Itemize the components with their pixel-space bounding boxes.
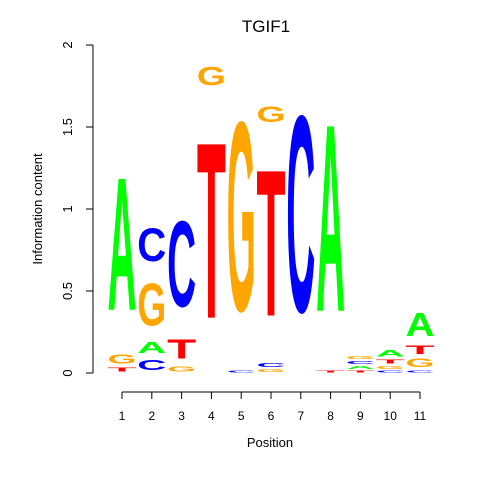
logo-letter-a: A <box>316 69 345 368</box>
logo-letter-g: G <box>257 103 286 127</box>
logo-letter-g: G <box>227 65 256 368</box>
logo-letter-a: A <box>376 349 405 359</box>
logo-letter-glyph: G <box>257 368 286 373</box>
logo-letter-glyph: G <box>227 65 256 368</box>
logo-letter-glyph: C <box>346 360 375 365</box>
logo-letter-glyph: C <box>137 220 166 272</box>
x-axis-label: Position <box>247 435 293 450</box>
logo-letter-glyph: G <box>108 352 137 367</box>
y-tick-label: 2 <box>60 41 75 48</box>
logo-letter-c: C <box>406 370 435 373</box>
logo-letter-c: C <box>257 362 286 369</box>
logo-letter-glyph: T <box>346 370 376 373</box>
chart-title: TGIF1 <box>242 17 290 36</box>
logo-letter-c: C <box>137 357 166 373</box>
y-tick-label: 0 <box>60 369 75 376</box>
x-tick-label: 11 <box>414 409 427 423</box>
logo-letter-glyph: A <box>108 138 137 351</box>
x-tick-label: 9 <box>357 409 364 423</box>
x-tick-label: 10 <box>384 409 398 423</box>
logo-letter-glyph: G <box>137 271 166 338</box>
x-tick-label: 2 <box>148 409 155 423</box>
logo-letter-glyph: T <box>108 367 137 374</box>
logo-letter-g: G <box>167 365 196 373</box>
logo-letter-glyph: T <box>406 344 435 357</box>
logo-letter-g: G <box>108 352 137 367</box>
x-tick-label: 1 <box>119 409 126 423</box>
logo-letter-c: C <box>227 370 256 373</box>
y-axis-ticks: 0 0.5 1 1.5 2 <box>60 41 93 376</box>
logo-letter-glyph: G <box>406 357 435 370</box>
logo-letter-c: C <box>167 196 196 333</box>
logo-letter-a: A <box>346 365 375 370</box>
logo-letter-t: T <box>406 344 435 357</box>
logo-letter-t: T <box>376 358 405 365</box>
logo-letter-t: T <box>167 334 196 365</box>
x-axis-ticks: 1 2 3 4 5 6 7 8 9 10 11 <box>119 392 427 423</box>
x-axis: 1 2 3 4 5 6 7 8 9 10 11 <box>119 392 427 423</box>
logo-letter-c: C <box>346 360 375 365</box>
logo-letter-t: T <box>197 91 226 372</box>
y-axis-label: Information content <box>30 153 45 265</box>
logo-letter-glyph: T <box>197 91 226 372</box>
logo-letter-a: A <box>108 138 137 351</box>
logo-letter-g: G <box>137 271 166 338</box>
x-tick-label: 6 <box>268 409 275 423</box>
logo-letter-glyph: T <box>257 128 286 361</box>
logo-letter-glyph: C <box>286 56 315 371</box>
logo-letter-g: G <box>346 355 375 360</box>
logo-letter-a: A <box>137 339 166 357</box>
logo-letter-c: C <box>286 56 315 371</box>
logo-letter-t: T <box>108 367 137 374</box>
logo-letter-glyph: G <box>257 103 286 127</box>
logo-letter-glyph: G <box>346 355 375 360</box>
logo-letter-glyph: C <box>227 370 256 373</box>
logo-letter-glyph: C <box>257 362 286 369</box>
logo-letter-glyph: T <box>376 358 405 365</box>
logo-letter-glyph: G <box>376 365 405 370</box>
x-tick-label: 4 <box>208 409 215 423</box>
logo-letter-t: T <box>257 128 286 361</box>
logo-letter-glyph: A <box>346 365 375 370</box>
logo-letter-glyph: C <box>167 196 196 333</box>
y-tick-label: 1.5 <box>60 118 75 136</box>
x-tick-label: 5 <box>238 409 245 423</box>
logo-letter-a: A <box>406 305 435 343</box>
logo-letter-t: T <box>346 370 376 373</box>
logo-letter-glyph: C <box>406 370 435 373</box>
x-tick-label: 8 <box>327 409 334 423</box>
logo-letter-glyph: T <box>316 370 346 373</box>
logo-letter-g: G <box>406 357 435 370</box>
logo-letter-g: G <box>376 365 405 370</box>
logo-letter-glyph: A <box>316 69 345 368</box>
logo-letter-t: T <box>316 370 346 373</box>
logo-letter-glyph: T <box>167 334 196 365</box>
x-tick-label: 7 <box>297 409 304 423</box>
y-tick-label: 0.5 <box>60 282 75 300</box>
logo-letter-g: G <box>257 368 286 373</box>
logo-letter-c: C <box>137 220 166 272</box>
y-tick-label: 1 <box>60 205 75 212</box>
logo-letter-glyph: G <box>167 365 196 373</box>
logo-letter-glyph: C <box>137 357 166 373</box>
logo-letter-g: G <box>197 61 226 90</box>
x-tick-label: 3 <box>178 409 185 423</box>
logo-letter-glyph: A <box>137 339 166 357</box>
logo-letter-glyph: A <box>406 305 435 343</box>
logo-letter-c: C <box>376 370 405 373</box>
logo-letter-glyph: C <box>376 370 405 373</box>
logo-letter-glyph: G <box>197 61 226 90</box>
y-axis: 0 0.5 1 1.5 2 <box>60 41 93 376</box>
logo-letter-glyph: A <box>376 349 405 359</box>
